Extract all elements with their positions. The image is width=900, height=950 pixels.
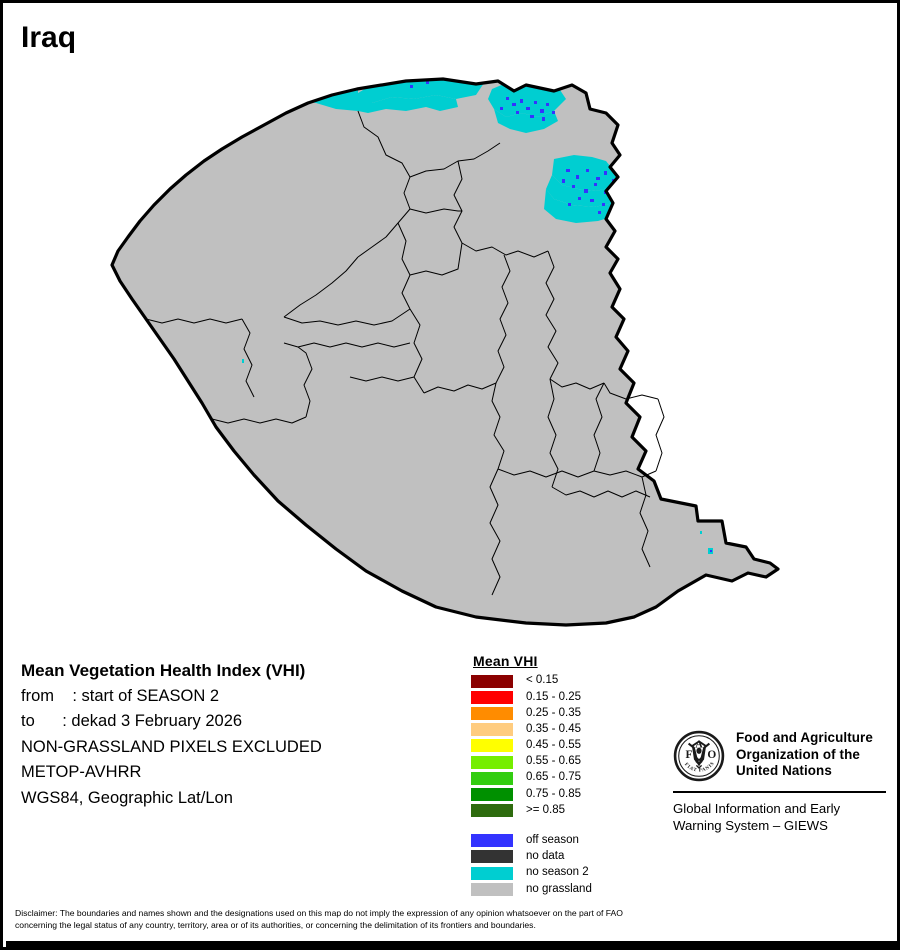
disclaimer-line-2: concerning the legal status of any count… — [15, 919, 536, 930]
legend-item-025-035[interactable]: 0.25 - 0.35 — [471, 705, 671, 721]
legend-item-045-055[interactable]: 0.45 - 0.55 — [471, 738, 671, 754]
legend-swatch — [471, 834, 513, 848]
svg-text:F: F — [685, 749, 692, 761]
disclaimer-line-1: Disclaimer: The boundaries and names sho… — [15, 908, 623, 918]
info-row-from: from : start of SEASON 2 — [21, 686, 220, 705]
legend-swatch — [471, 674, 513, 688]
info-heading: Mean Vegetation Health Index (VHI) — [21, 661, 306, 680]
legend-swatch — [471, 771, 513, 785]
legend-item-075-085[interactable]: 0.75 - 0.85 — [471, 786, 671, 802]
legend-item-065-075[interactable]: 0.65 - 0.75 — [471, 770, 671, 786]
legend-swatch — [471, 755, 513, 769]
giews-system-name: Global Information and Early Warning Sys… — [673, 800, 888, 834]
stray-pixels — [242, 359, 713, 554]
info-row-projection: WGS84, Geographic Lat/Lon — [21, 788, 233, 807]
legend-item-lt-015[interactable]: < 0.15 — [471, 673, 671, 689]
admin-boundaries — [145, 110, 665, 596]
fao-name-line-3: United Nations — [736, 763, 832, 778]
info-row-sensor: METOP-AVHRR — [21, 763, 142, 781]
info-row-to: to : dekad 3 February 2026 — [21, 712, 243, 730]
map-canvas[interactable] — [6, 51, 900, 631]
legend-label: < 0.15 — [526, 674, 559, 687]
fao-name-line-2: Organization of the — [736, 746, 860, 762]
legend-label: 0.75 - 0.85 — [526, 787, 581, 800]
legend-label: no data — [526, 850, 565, 863]
country-outline — [110, 77, 780, 627]
map-info-block: Mean Vegetation Health Index (VHI) from … — [21, 658, 461, 811]
legend-label: 0.25 - 0.35 — [526, 706, 581, 719]
giews-line-2: Warning System – GIEWS — [673, 818, 828, 833]
legend-swatch — [471, 723, 513, 737]
disclaimer-divider — [6, 941, 900, 947]
fao-name-line-1: Food and Agriculture — [736, 730, 873, 745]
legend-separator — [471, 819, 671, 833]
legend-swatch — [471, 882, 513, 896]
disclaimer: Disclaimer: The boundaries and names sho… — [15, 908, 891, 931]
legend-item-gte-085[interactable]: >= 0.85 — [471, 803, 671, 819]
iraq-map-svg[interactable] — [6, 51, 900, 631]
legend-item-no-grassland[interactable]: no grassland — [471, 881, 671, 897]
legend-swatch — [471, 850, 513, 864]
legend-label: 0.45 - 0.55 — [526, 739, 581, 752]
fao-emblem-svg: F A O FIAT PANIS — [673, 730, 725, 782]
legend-swatch — [471, 787, 513, 801]
legend-label: no season 2 — [526, 866, 589, 879]
legend-swatch — [471, 739, 513, 753]
fao-logo-icon: F A O FIAT PANIS — [673, 730, 725, 782]
legend-item-no-data[interactable]: no data — [471, 849, 671, 865]
country-base-fill — [112, 79, 778, 625]
legend-item-035-045[interactable]: 0.35 - 0.45 — [471, 722, 671, 738]
info-row-pixels: NON-GRASSLAND PIXELS EXCLUDED — [21, 737, 322, 756]
legend-label: off season — [526, 834, 579, 847]
legend-swatch — [471, 804, 513, 818]
legend-title: Mean VHI — [473, 653, 538, 669]
svg-text:O: O — [707, 749, 716, 761]
fao-branding: F A O FIAT PANIS Food and Agriculture Or… — [673, 730, 888, 834]
legend: Mean VHI < 0.15 0.15 - 0.25 0.25 - 0.35 … — [471, 653, 671, 897]
legend-label: 0.35 - 0.45 — [526, 722, 581, 735]
legend-swatch — [471, 866, 513, 880]
legend-label: 0.15 - 0.25 — [526, 690, 581, 703]
legend-swatch — [471, 706, 513, 720]
legend-item-015-025[interactable]: 0.15 - 0.25 — [471, 689, 671, 705]
fao-organisation-name: Food and Agriculture Organization of the… — [736, 730, 873, 780]
legend-label: 0.55 - 0.65 — [526, 755, 581, 768]
legend-item-055-065[interactable]: 0.55 - 0.65 — [471, 754, 671, 770]
legend-swatch — [471, 690, 513, 704]
page-title: Iraq — [21, 21, 77, 54]
svg-text:A: A — [695, 740, 703, 751]
legend-label: no grassland — [526, 882, 592, 895]
legend-item-no-season-2[interactable]: no season 2 — [471, 865, 671, 881]
legend-label: 0.65 - 0.75 — [526, 771, 581, 784]
legend-label: >= 0.85 — [526, 803, 566, 816]
legend-item-off-season[interactable]: off season — [471, 833, 671, 849]
fao-divider — [673, 791, 886, 793]
giews-line-1: Global Information and Early — [673, 801, 841, 816]
